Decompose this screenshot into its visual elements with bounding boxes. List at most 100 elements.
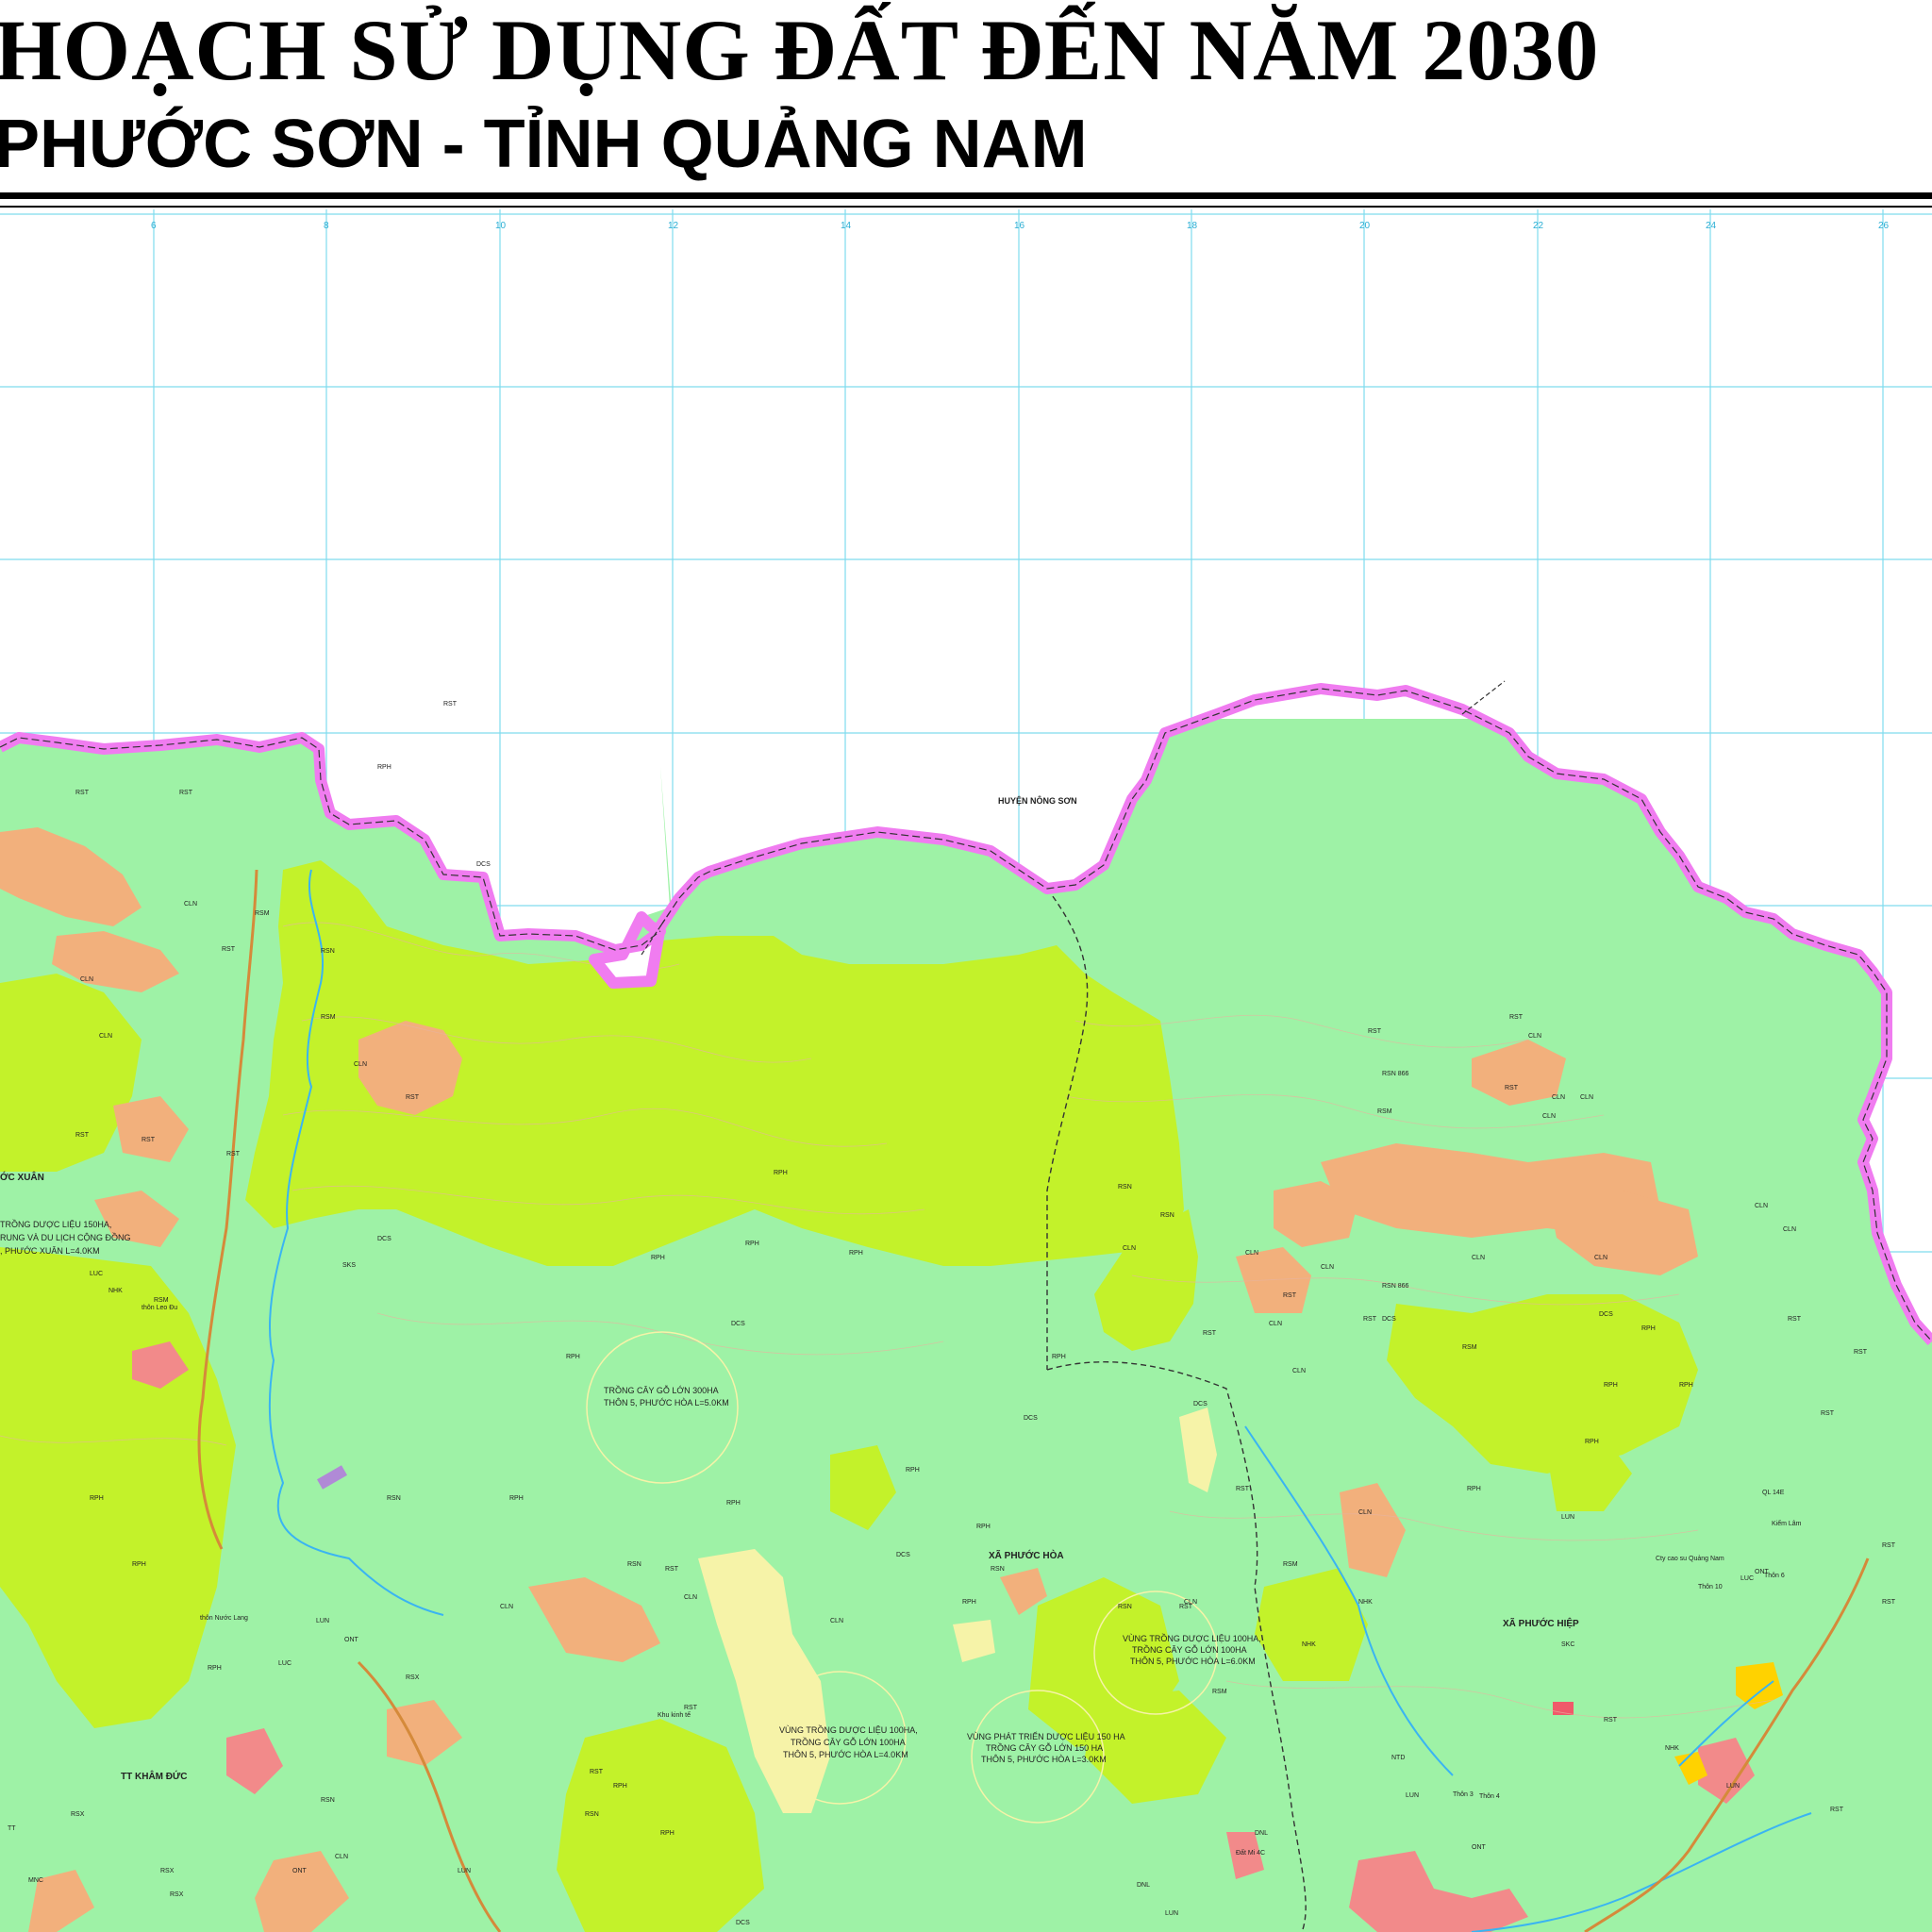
land-code-label: RSM xyxy=(1377,1108,1392,1115)
land-code-label: DCS xyxy=(736,1920,750,1926)
land-code-label: RST xyxy=(75,1132,90,1139)
grid-number: 26 xyxy=(1878,221,1890,231)
land-code-label: CLN xyxy=(1472,1255,1485,1261)
small-place-labels: Kiểm Lâm Cty cao su Quảng Nam Thôn 10 Th… xyxy=(142,1283,1802,1857)
contour-lines xyxy=(0,922,1774,1719)
land-code-label: RPH xyxy=(1467,1486,1481,1492)
land-code-label: RST xyxy=(179,790,193,796)
forest-zone-rph xyxy=(245,860,1184,1266)
grid-number: 18 xyxy=(1187,221,1198,231)
place-label: Cty cao su Quảng Nam xyxy=(1656,1556,1724,1562)
commune-label-phuoc-hiep: XÃ PHƯỚC HIỆP xyxy=(1503,1617,1579,1629)
land-code-label: RST xyxy=(1283,1292,1297,1299)
rivers xyxy=(268,869,1812,1932)
roads xyxy=(197,869,1870,1932)
land-code-label: RSN xyxy=(321,948,335,955)
title-rule-thick xyxy=(0,192,1932,199)
land-code-label: RSN xyxy=(627,1561,641,1568)
land-code-label: RST xyxy=(142,1137,156,1143)
land-code-label: RST xyxy=(222,946,236,953)
land-code-label: ONT xyxy=(344,1637,359,1643)
land-code-label: RPH xyxy=(849,1250,863,1257)
grid-numbers: 6 8 10 12 14 16 18 20 22 24 26 xyxy=(151,221,1890,231)
land-code-label: RPH xyxy=(962,1599,976,1606)
land-code-label: TT xyxy=(8,1825,16,1832)
land-code-label: RPH xyxy=(566,1354,580,1360)
land-code-label: RSM xyxy=(1462,1344,1477,1351)
land-code-label: LUC xyxy=(90,1271,103,1277)
annotation-text: THÔN 5, PHƯỚC HÒA L=5.0KM xyxy=(604,1398,729,1407)
annotation-text: TRỒNG CÂY GỖ LỚN 100HA xyxy=(1132,1644,1247,1655)
land-code-label: NHK xyxy=(1302,1641,1316,1648)
land-code-label: DCS xyxy=(377,1236,391,1242)
title-rule-thin xyxy=(0,206,1932,208)
annotation-text: THÔN 5, PHƯỚC HÒA L=6.0KM xyxy=(1130,1657,1256,1666)
land-code-label: CLN xyxy=(354,1061,367,1068)
town-label-kham-duc: TT KHÂM ĐỨC xyxy=(121,1770,188,1782)
annotation-text: TRỒNG DƯỢC LIỆU 150HA, xyxy=(0,1219,111,1229)
land-use-map[interactable]: 6 8 10 12 14 16 18 20 22 24 26 xyxy=(0,209,1932,1932)
land-code-label: RPH xyxy=(208,1665,222,1672)
land-code-label: RST xyxy=(1179,1604,1193,1610)
land-code-label: RSN xyxy=(1118,1184,1132,1191)
land-code-label: LUC xyxy=(1740,1575,1754,1582)
annotation-text: TRỒNG CÂY GỖ LỚN 300HA xyxy=(604,1385,719,1395)
land-code-label: RPH xyxy=(651,1255,665,1261)
place-label: thôn Nước Lang xyxy=(200,1615,248,1622)
land-code-label: RPH xyxy=(377,764,391,771)
land-code-label: CLN xyxy=(500,1604,513,1610)
land-code-label: CLN xyxy=(1292,1368,1306,1374)
commune-label-phuoc-hoa: XÃ PHƯỚC HÒA xyxy=(989,1549,1064,1561)
land-code-label: DCS xyxy=(1024,1415,1038,1422)
land-code-label: RST xyxy=(1509,1014,1524,1021)
project-annotations: TRỒNG CÂY GỖ LỚN 300HA THÔN 5, PHƯỚC HÒA… xyxy=(0,1219,1261,1764)
land-code-label: RST xyxy=(75,790,90,796)
land-code-label: RPH xyxy=(976,1524,991,1530)
place-label: Đất Mi 4C xyxy=(1236,1848,1265,1857)
land-code-label: LUN xyxy=(458,1868,471,1874)
land-code-label: RPH xyxy=(509,1495,524,1502)
land-code-label: RPH xyxy=(774,1170,788,1176)
annotation-text: THÔN 5, PHƯỚC HÒA L=4.0KM xyxy=(783,1750,908,1759)
land-code-label: RST xyxy=(443,701,458,708)
grid-number: 16 xyxy=(1014,221,1025,231)
map-subtitle: PHƯỚC SƠN - TỈNH QUẢNG NAM xyxy=(0,107,1088,182)
land-code-label: DCS xyxy=(476,861,491,868)
land-code-label: CLN xyxy=(1528,1033,1541,1040)
land-code-label: ONT xyxy=(292,1868,308,1874)
land-code-label: RSN xyxy=(991,1566,1005,1573)
annotation-text: , PHƯỚC XUÂN L=4.0KM xyxy=(0,1246,100,1256)
land-code-label: RPH xyxy=(660,1830,675,1837)
land-code-label: SKS xyxy=(342,1262,356,1269)
grid-number: 20 xyxy=(1359,221,1371,231)
land-code-label: MNC xyxy=(28,1877,43,1884)
land-code-label: CLN xyxy=(1321,1264,1334,1271)
place-label: Thôn 3 xyxy=(1453,1791,1474,1798)
land-code-label: DCS xyxy=(1599,1311,1613,1318)
land-code-label: CLN xyxy=(335,1854,348,1860)
grid-number: 22 xyxy=(1533,221,1544,231)
land-code-label: CLN xyxy=(99,1033,112,1040)
land-code-label: RST xyxy=(1505,1085,1519,1091)
land-code-label: CLN xyxy=(1580,1094,1593,1101)
land-use-codes: RST RST CLN RSN 866 RSM RST CLN CLN CLN RSN RSN CLN… xyxy=(8,701,1896,1926)
land-code-label: CLN xyxy=(1123,1245,1136,1252)
land-code-label: RST xyxy=(1236,1486,1250,1492)
land-code-label: NHK xyxy=(1358,1599,1373,1606)
land-code-label: DCS xyxy=(1193,1401,1208,1407)
land-code-label: LUN xyxy=(1561,1514,1574,1521)
land-code-label: RSN 866 xyxy=(1382,1071,1409,1077)
place-label: Khu kinh tế xyxy=(658,1710,691,1719)
land-code-label: LUN xyxy=(316,1618,329,1624)
land-code-label: CLN xyxy=(684,1594,697,1601)
place-label: RSN 866 xyxy=(1382,1283,1409,1290)
cln-patches xyxy=(0,827,1698,1932)
land-code-label: RSN xyxy=(1118,1604,1132,1610)
land-code-label: RST xyxy=(406,1094,420,1101)
land-code-label: CLN xyxy=(1269,1321,1282,1327)
land-code-label: RPH xyxy=(1585,1439,1599,1445)
grid-number: 24 xyxy=(1706,221,1717,231)
grid-number: 10 xyxy=(495,221,507,231)
place-label: Thôn 10 xyxy=(1698,1584,1723,1591)
land-code-label: CLN xyxy=(1184,1599,1197,1606)
